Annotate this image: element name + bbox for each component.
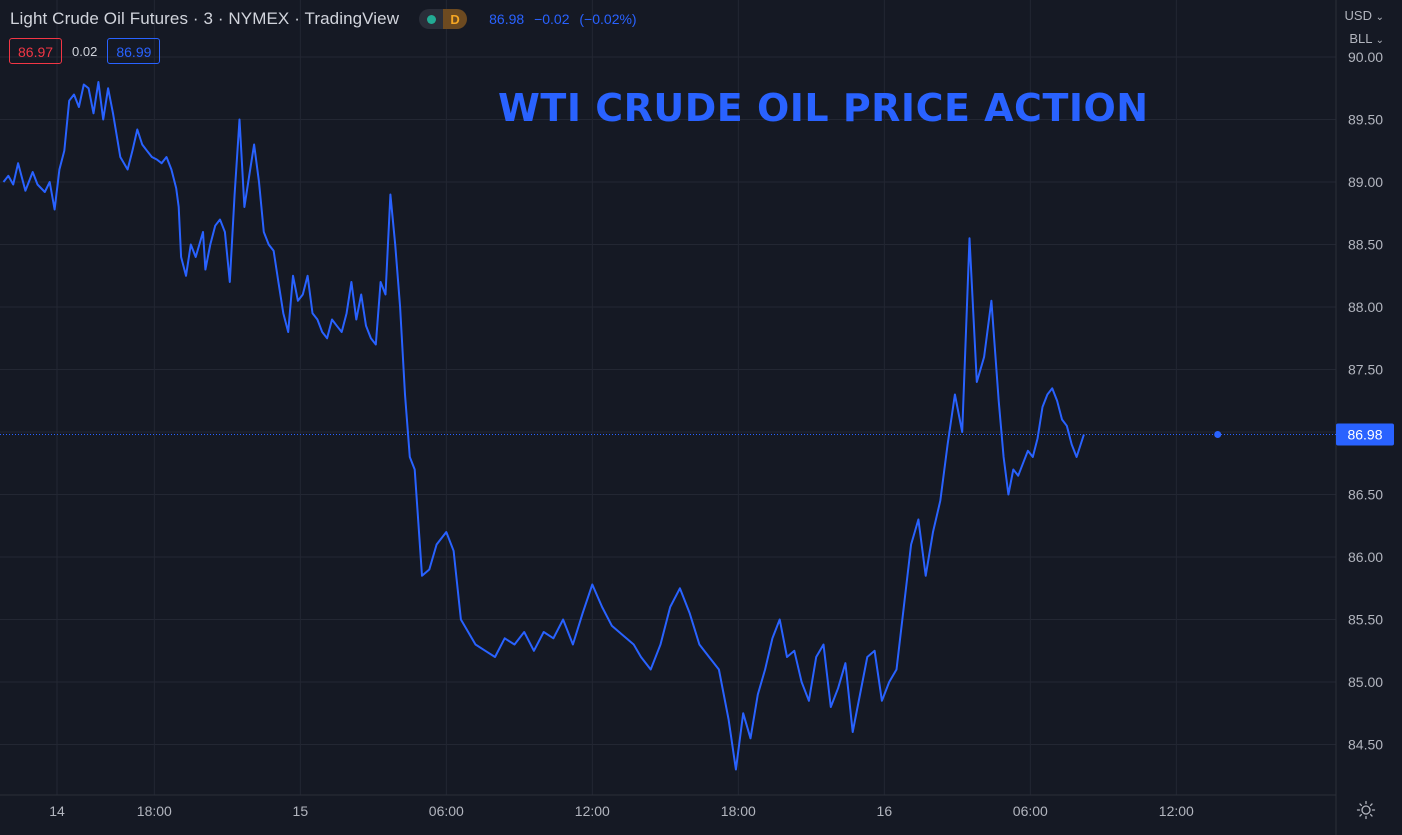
chevron-down-icon: ⌄: [1375, 35, 1384, 46]
chart-title: WTI CRUDE OIL PRICE ACTION: [498, 86, 1149, 130]
time-axis[interactable]: 14 18:00 15 06:00 12:00 18:00 16 06:00 12:00: [49, 803, 1194, 819]
y-tick-label: 89.00: [1348, 174, 1383, 190]
price-change: −0.02: [534, 11, 570, 27]
x-tick-label: 18:00: [137, 803, 172, 819]
y-tick-label: 88.00: [1348, 299, 1383, 315]
x-tick-label: 12:00: [1159, 803, 1194, 819]
currency-label: USD: [1344, 8, 1372, 23]
market-open-icon: [419, 9, 444, 29]
currency-selector[interactable]: USD ⌄: [1345, 8, 1384, 23]
chart-header: Light Crude Oil Futures · 3 · NYMEX · Tr…: [10, 8, 643, 30]
quote-summary: 86.98 −0.02 (−0.02%): [489, 11, 642, 27]
symbol-title[interactable]: Light Crude Oil Futures · 3 · NYMEX · Tr…: [10, 9, 400, 28]
status-pill[interactable]: D: [419, 9, 468, 29]
unit-label: BLL: [1349, 31, 1372, 46]
spread-value: 0.02: [72, 43, 98, 59]
chevron-down-icon: ⌄: [1375, 12, 1384, 23]
y-tick-label: 87.50: [1348, 362, 1383, 378]
y-tick-label: 84.50: [1348, 737, 1383, 753]
x-tick-label: 18:00: [721, 803, 756, 819]
bid-price-button[interactable]: 86.97: [9, 38, 63, 64]
x-tick-label: 12:00: [575, 803, 610, 819]
x-tick-label: 14: [49, 803, 65, 819]
x-tick-label: 15: [293, 803, 309, 819]
series-layer: [2, 81, 1222, 771]
y-tick-label: 85.00: [1348, 674, 1383, 690]
x-tick-label: 06:00: [1013, 803, 1048, 819]
last-point-marker: [1214, 431, 1222, 438]
chart-grid: [0, 0, 1336, 795]
interval-badge: D: [443, 9, 468, 29]
last-price: 86.98: [489, 11, 525, 27]
bid-ask-row: 86.97 0.02 86.99: [9, 38, 161, 64]
y-tick-label: 90.00: [1348, 49, 1383, 65]
y-tick-label: 86.50: [1348, 487, 1383, 503]
price-series-line: [2, 81, 1085, 771]
y-tick-label: 88.50: [1348, 237, 1383, 253]
last-price-label-bg: [1336, 423, 1394, 446]
ask-price-button[interactable]: 86.99: [107, 38, 161, 64]
price-change-pct: (−0.02%): [579, 11, 637, 27]
unit-selector[interactable]: BLL ⌄: [1349, 31, 1384, 46]
settings-sun-icon[interactable]: [1356, 800, 1376, 820]
y-tick-label: 86.00: [1348, 549, 1383, 565]
price-axis[interactable]: 90.0089.5089.0088.5088.0087.5087.0086.50…: [1348, 49, 1383, 753]
y-tick-label: 89.50: [1348, 112, 1383, 128]
last-price-label: 86.98: [1347, 427, 1382, 443]
x-tick-label: 06:00: [429, 803, 464, 819]
y-tick-label: 85.50: [1348, 612, 1383, 628]
last-price-label-group: 86.98: [1336, 423, 1394, 446]
x-tick-label: 16: [877, 803, 893, 819]
